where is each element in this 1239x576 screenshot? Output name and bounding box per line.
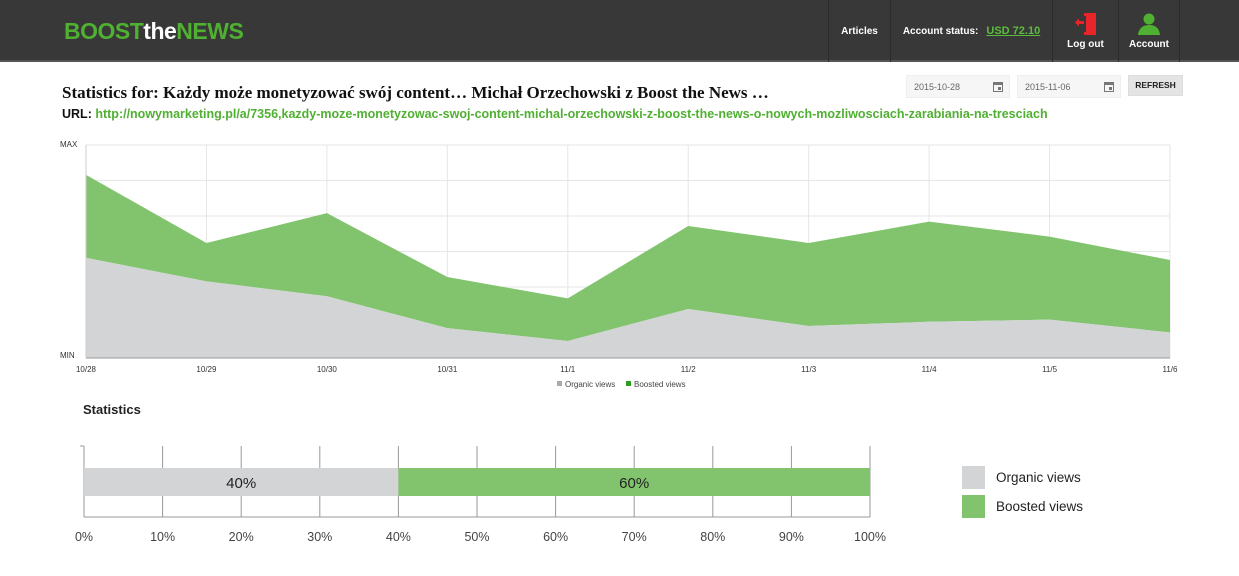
page-title: Statistics for: Każdy może monetyzować s… [62, 83, 769, 102]
calendar-icon[interactable] [993, 82, 1003, 92]
legend-organic-label: Organic views [996, 470, 1081, 485]
account-status: Account status: USD 72.10 [890, 0, 1052, 62]
x-tick-label: 10/31 [437, 365, 458, 374]
organic-views-area [86, 257, 1170, 358]
x-tick-label: 10/30 [317, 365, 338, 374]
logo-news: NEWS [176, 18, 244, 44]
chart-legend: Organic views Boosted views [557, 380, 686, 389]
x-tick-label: 11/3 [801, 365, 817, 374]
x-tick-label: 11/4 [922, 365, 938, 374]
area-chart: MAX MIN 10/28 10/29 10/30 10/31 11/1 11/2 11/3… [60, 140, 1179, 389]
x-tick-label: 11/1 [560, 365, 576, 374]
legend-boosted-label[interactable]: Boosted views [634, 380, 686, 389]
logout-button[interactable]: Log out [1052, 0, 1118, 62]
x-tick-label: 10% [150, 530, 175, 544]
user-icon [1138, 13, 1160, 35]
articles-label: Articles [841, 25, 878, 37]
x-tick-label: 80% [700, 530, 725, 544]
logo-the: the [143, 18, 177, 44]
nav-articles[interactable]: Articles [828, 0, 890, 62]
date-from-input[interactable]: 2015-10-28 [906, 75, 1010, 98]
account-button[interactable]: Account [1118, 0, 1180, 62]
logout-icon [1074, 12, 1096, 35]
legend-boosted-swatch [962, 495, 985, 518]
legend-boosted-label: Boosted views [996, 499, 1084, 514]
logo[interactable]: BOOSTtheNEWS [64, 18, 244, 45]
x-tick-label: 30% [307, 530, 332, 544]
account-balance-link[interactable]: USD 72.10 [986, 25, 1041, 37]
x-tick-label: 10/29 [196, 365, 217, 374]
date-from-value: 2015-10-28 [914, 82, 961, 92]
refresh-button[interactable]: REFRESH [1128, 75, 1183, 96]
legend-organic-label[interactable]: Organic views [565, 380, 615, 389]
legend-organic-swatch [557, 381, 562, 386]
bar-segment-organic [84, 468, 399, 496]
x-tick-label: 11/6 [1163, 365, 1179, 374]
legend-boosted: Boosted views [962, 495, 1083, 518]
x-tick-label: 70% [622, 530, 647, 544]
boosted-views-area [86, 174, 1170, 341]
x-tick-label: 20% [229, 530, 254, 544]
bar-segment-boosted [398, 468, 870, 496]
x-tick-label: 60% [543, 530, 568, 544]
account-label: Account [1129, 38, 1169, 50]
x-tick-label: 10/28 [76, 365, 97, 374]
calendar-icon[interactable] [1104, 82, 1114, 92]
y-max-label: MAX [60, 140, 78, 149]
account-status-label: Account status: [902, 25, 979, 37]
legend-organic: Organic views [962, 466, 1081, 489]
share-bar-chart: 0% 10% 20% 30% 40% 50% 60% 70% 80% 90% 100% 40% 60% [75, 445, 886, 544]
logout-label: Log out [1067, 38, 1104, 50]
date-to-value: 2015-11-06 [1025, 82, 1071, 92]
top-bar: BOOSTtheNEWS Articles Account status: USD… [0, 0, 1239, 62]
x-tick-label: 40% [386, 530, 411, 544]
x-tick-label: 50% [464, 530, 489, 544]
logo-boost: BOOST [64, 18, 144, 44]
x-tick-label: 11/5 [1042, 365, 1058, 374]
statistics-heading: Statistics [83, 402, 141, 417]
legend-organic-swatch [962, 466, 985, 489]
bar-segment-label: 60% [619, 475, 649, 492]
y-min-label: MIN [60, 351, 75, 360]
bar-segment-label: 40% [226, 475, 256, 492]
x-tick-label: 0% [75, 530, 93, 544]
article-url: URL: http://nowymarketing.pl/a/7356,kazd… [62, 107, 1048, 121]
date-to-input[interactable]: 2015-11-06 [1017, 75, 1121, 98]
url-label: URL: [62, 107, 92, 121]
x-tick-label: 100% [854, 530, 886, 544]
x-tick-label: 11/2 [681, 365, 697, 374]
url-link[interactable]: http://nowymarketing.pl/a/7356,kazdy-moz… [95, 107, 1048, 121]
legend-boosted-swatch [626, 381, 631, 386]
x-tick-label: 90% [779, 530, 804, 544]
